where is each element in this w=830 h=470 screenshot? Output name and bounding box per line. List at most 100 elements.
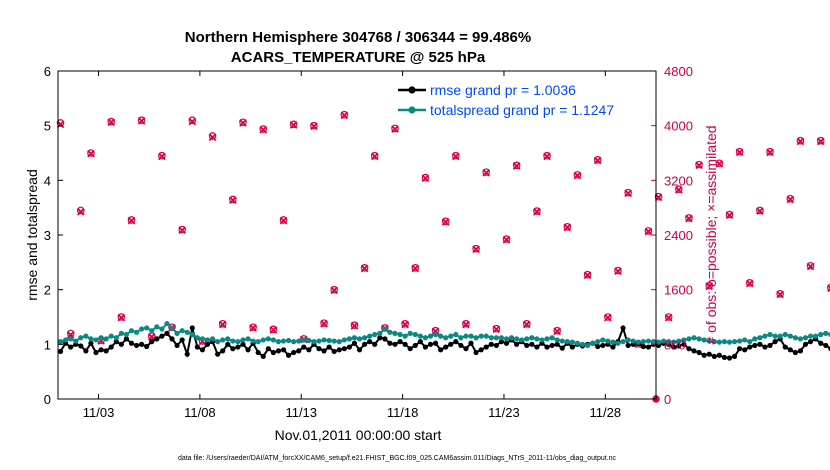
obs-assimilated-point bbox=[806, 262, 815, 271]
x-tick-label: 11/23 bbox=[488, 405, 520, 420]
rmse-point bbox=[356, 347, 363, 353]
obs-assimilated-point bbox=[695, 161, 703, 170]
totalspread-point bbox=[220, 337, 226, 343]
rmse-point bbox=[301, 344, 307, 350]
rmse-point bbox=[154, 336, 160, 342]
legend-box bbox=[392, 78, 654, 120]
obs-assimilated-point bbox=[472, 245, 480, 254]
obs-possible-point bbox=[289, 120, 298, 129]
totalspread-point bbox=[204, 337, 211, 343]
totalspread-point bbox=[346, 336, 352, 342]
rmse-point bbox=[802, 341, 809, 347]
totalspread-point bbox=[762, 333, 768, 339]
y-axis-left-label: rmse and totalspread bbox=[24, 169, 40, 301]
rmse-point bbox=[807, 339, 814, 345]
y-tick-left-label: 5 bbox=[44, 119, 51, 134]
obs-assimilated-point bbox=[401, 320, 409, 329]
obs-assimilated-point bbox=[593, 156, 602, 165]
totalspread-point bbox=[615, 340, 621, 346]
obs-assimilated-point bbox=[137, 117, 146, 125]
obs-assimilated-point bbox=[674, 186, 683, 194]
obs-assimilated-point bbox=[543, 152, 551, 161]
totalspread-point bbox=[265, 336, 271, 342]
totalspread-point bbox=[291, 339, 297, 345]
rmse-point bbox=[498, 339, 505, 345]
rmse-point bbox=[245, 347, 251, 353]
rmse-point bbox=[559, 345, 565, 351]
rmse-point bbox=[144, 343, 150, 350]
y-tick-right-label: 0 bbox=[664, 392, 671, 407]
rmse-point bbox=[782, 344, 788, 350]
totalspread-point bbox=[230, 338, 236, 344]
rmse-point bbox=[468, 340, 474, 346]
totalspread-point bbox=[767, 331, 773, 338]
obs-assimilated-point bbox=[776, 290, 784, 299]
totalspread-point bbox=[392, 330, 398, 336]
totalspread-point bbox=[514, 336, 520, 342]
rmse-point bbox=[544, 344, 550, 350]
rmse-point bbox=[88, 340, 94, 346]
totalspread-point bbox=[666, 339, 672, 345]
obs-possible-point bbox=[239, 118, 247, 127]
rmse-point bbox=[726, 355, 733, 361]
totalspread-point bbox=[818, 331, 824, 338]
rmse-point bbox=[488, 341, 494, 347]
totalspread-point bbox=[235, 339, 241, 345]
rmse-point bbox=[204, 341, 211, 347]
obs-assimilated-point bbox=[127, 216, 136, 225]
y-tick-left-label: 1 bbox=[44, 337, 51, 352]
obs-possible-point bbox=[452, 151, 460, 160]
rmse-point bbox=[331, 348, 337, 355]
obs-assimilated-point bbox=[492, 325, 501, 334]
y-axis-right-label: # of obs: o=possible; ×=assimilated bbox=[703, 125, 719, 344]
totalspread-point bbox=[807, 333, 814, 339]
obs-possible-point bbox=[259, 125, 268, 133]
rmse-point bbox=[427, 341, 434, 347]
totalspread-point bbox=[737, 338, 743, 344]
totalspread-point bbox=[747, 339, 753, 345]
obs-assimilated-point bbox=[229, 196, 237, 204]
obs-assimilated-point bbox=[66, 330, 75, 339]
obs-possible-point bbox=[320, 319, 328, 327]
totalspread-point bbox=[83, 333, 89, 339]
obs-possible-point bbox=[553, 326, 561, 335]
totalspread-point bbox=[595, 339, 601, 345]
rmse-point bbox=[503, 340, 510, 346]
rmse-point bbox=[422, 344, 429, 350]
rmse-point bbox=[362, 341, 368, 347]
totalspread-point bbox=[661, 338, 667, 344]
rmse-point bbox=[448, 341, 454, 347]
totalspread-point bbox=[564, 339, 570, 345]
obs-assimilated-point bbox=[583, 271, 592, 280]
y-tick-left-label: 4 bbox=[44, 173, 51, 188]
rmse-point bbox=[139, 341, 145, 347]
totalspread-point bbox=[103, 336, 109, 342]
rmse-point bbox=[721, 354, 728, 361]
totalspread-point bbox=[144, 325, 150, 331]
totalspread-point bbox=[245, 336, 251, 342]
totalspread-point bbox=[569, 339, 575, 345]
obs-possible-point bbox=[492, 324, 501, 333]
obs-possible-point bbox=[593, 156, 602, 164]
rmse-point bbox=[199, 347, 206, 353]
totalspread-point bbox=[123, 331, 130, 338]
x-tick-label: 11/28 bbox=[590, 405, 622, 420]
rmse-point bbox=[493, 342, 499, 349]
rmse-point bbox=[291, 349, 297, 356]
rmse-point bbox=[149, 339, 155, 345]
totalspread-point bbox=[534, 336, 540, 342]
totalspread-point bbox=[797, 336, 804, 342]
totalspread-point bbox=[336, 339, 342, 345]
obs-assimilated-point bbox=[624, 189, 632, 198]
rmse-point bbox=[731, 353, 738, 359]
totalspread-point bbox=[823, 330, 829, 336]
x-tick-label: 11/18 bbox=[387, 405, 419, 420]
totalspread-point bbox=[270, 337, 276, 343]
totalspread-point bbox=[133, 329, 140, 335]
y-tick-right-label: 3200 bbox=[664, 173, 693, 188]
rmse-point bbox=[432, 340, 439, 346]
rmse-point bbox=[787, 347, 793, 353]
totalspread-point bbox=[782, 331, 788, 338]
totalspread-point bbox=[539, 337, 545, 343]
obs-possible-point bbox=[644, 227, 653, 235]
